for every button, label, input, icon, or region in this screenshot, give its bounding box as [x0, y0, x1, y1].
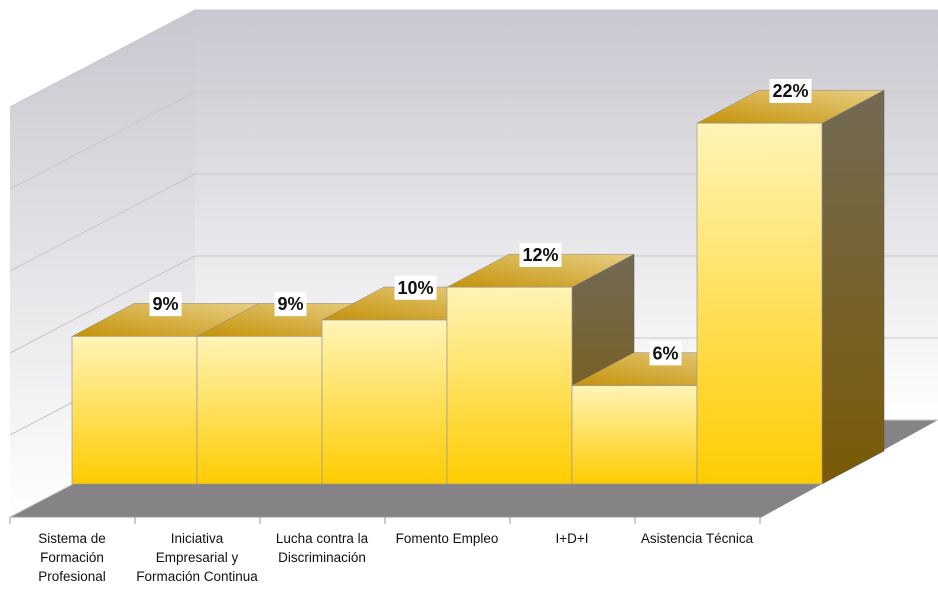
bar-front	[571, 385, 698, 485]
x-tick-label: I+D+I	[555, 531, 589, 546]
bar-front	[71, 336, 198, 485]
value-label-box	[149, 292, 182, 317]
value-label: 10%	[397, 278, 433, 298]
grid-line	[9, 173, 196, 272]
value-label-box	[649, 341, 682, 366]
value-label-box	[394, 275, 437, 300]
value-label: 9%	[277, 294, 303, 314]
bar-front	[196, 336, 323, 485]
grid-line	[9, 255, 196, 354]
value-label-box	[769, 78, 812, 103]
x-tick-label: Fomento Empleo	[395, 531, 499, 546]
x-tick-label: Lucha contra la Discriminación	[275, 531, 369, 565]
x-tick-label: Sistema de Formación Profesional	[38, 531, 106, 584]
value-label: 6%	[652, 343, 678, 363]
bar-front	[321, 319, 448, 485]
bar	[696, 89, 885, 485]
value-label: 22%	[772, 81, 808, 101]
x-tick-label: Asistencia Técnica	[640, 531, 754, 546]
grid-line	[9, 9, 196, 108]
value-label-box	[519, 242, 562, 267]
value-label-box	[274, 292, 307, 317]
bar-side	[821, 89, 885, 485]
value-label: 9%	[152, 294, 178, 314]
x-tick-label: Iniciativa Empresarial y Formación Conti…	[136, 531, 258, 584]
grid-line	[9, 91, 196, 190]
value-label: 12%	[522, 245, 558, 265]
bar-front	[696, 122, 823, 485]
bar-front	[446, 286, 573, 485]
